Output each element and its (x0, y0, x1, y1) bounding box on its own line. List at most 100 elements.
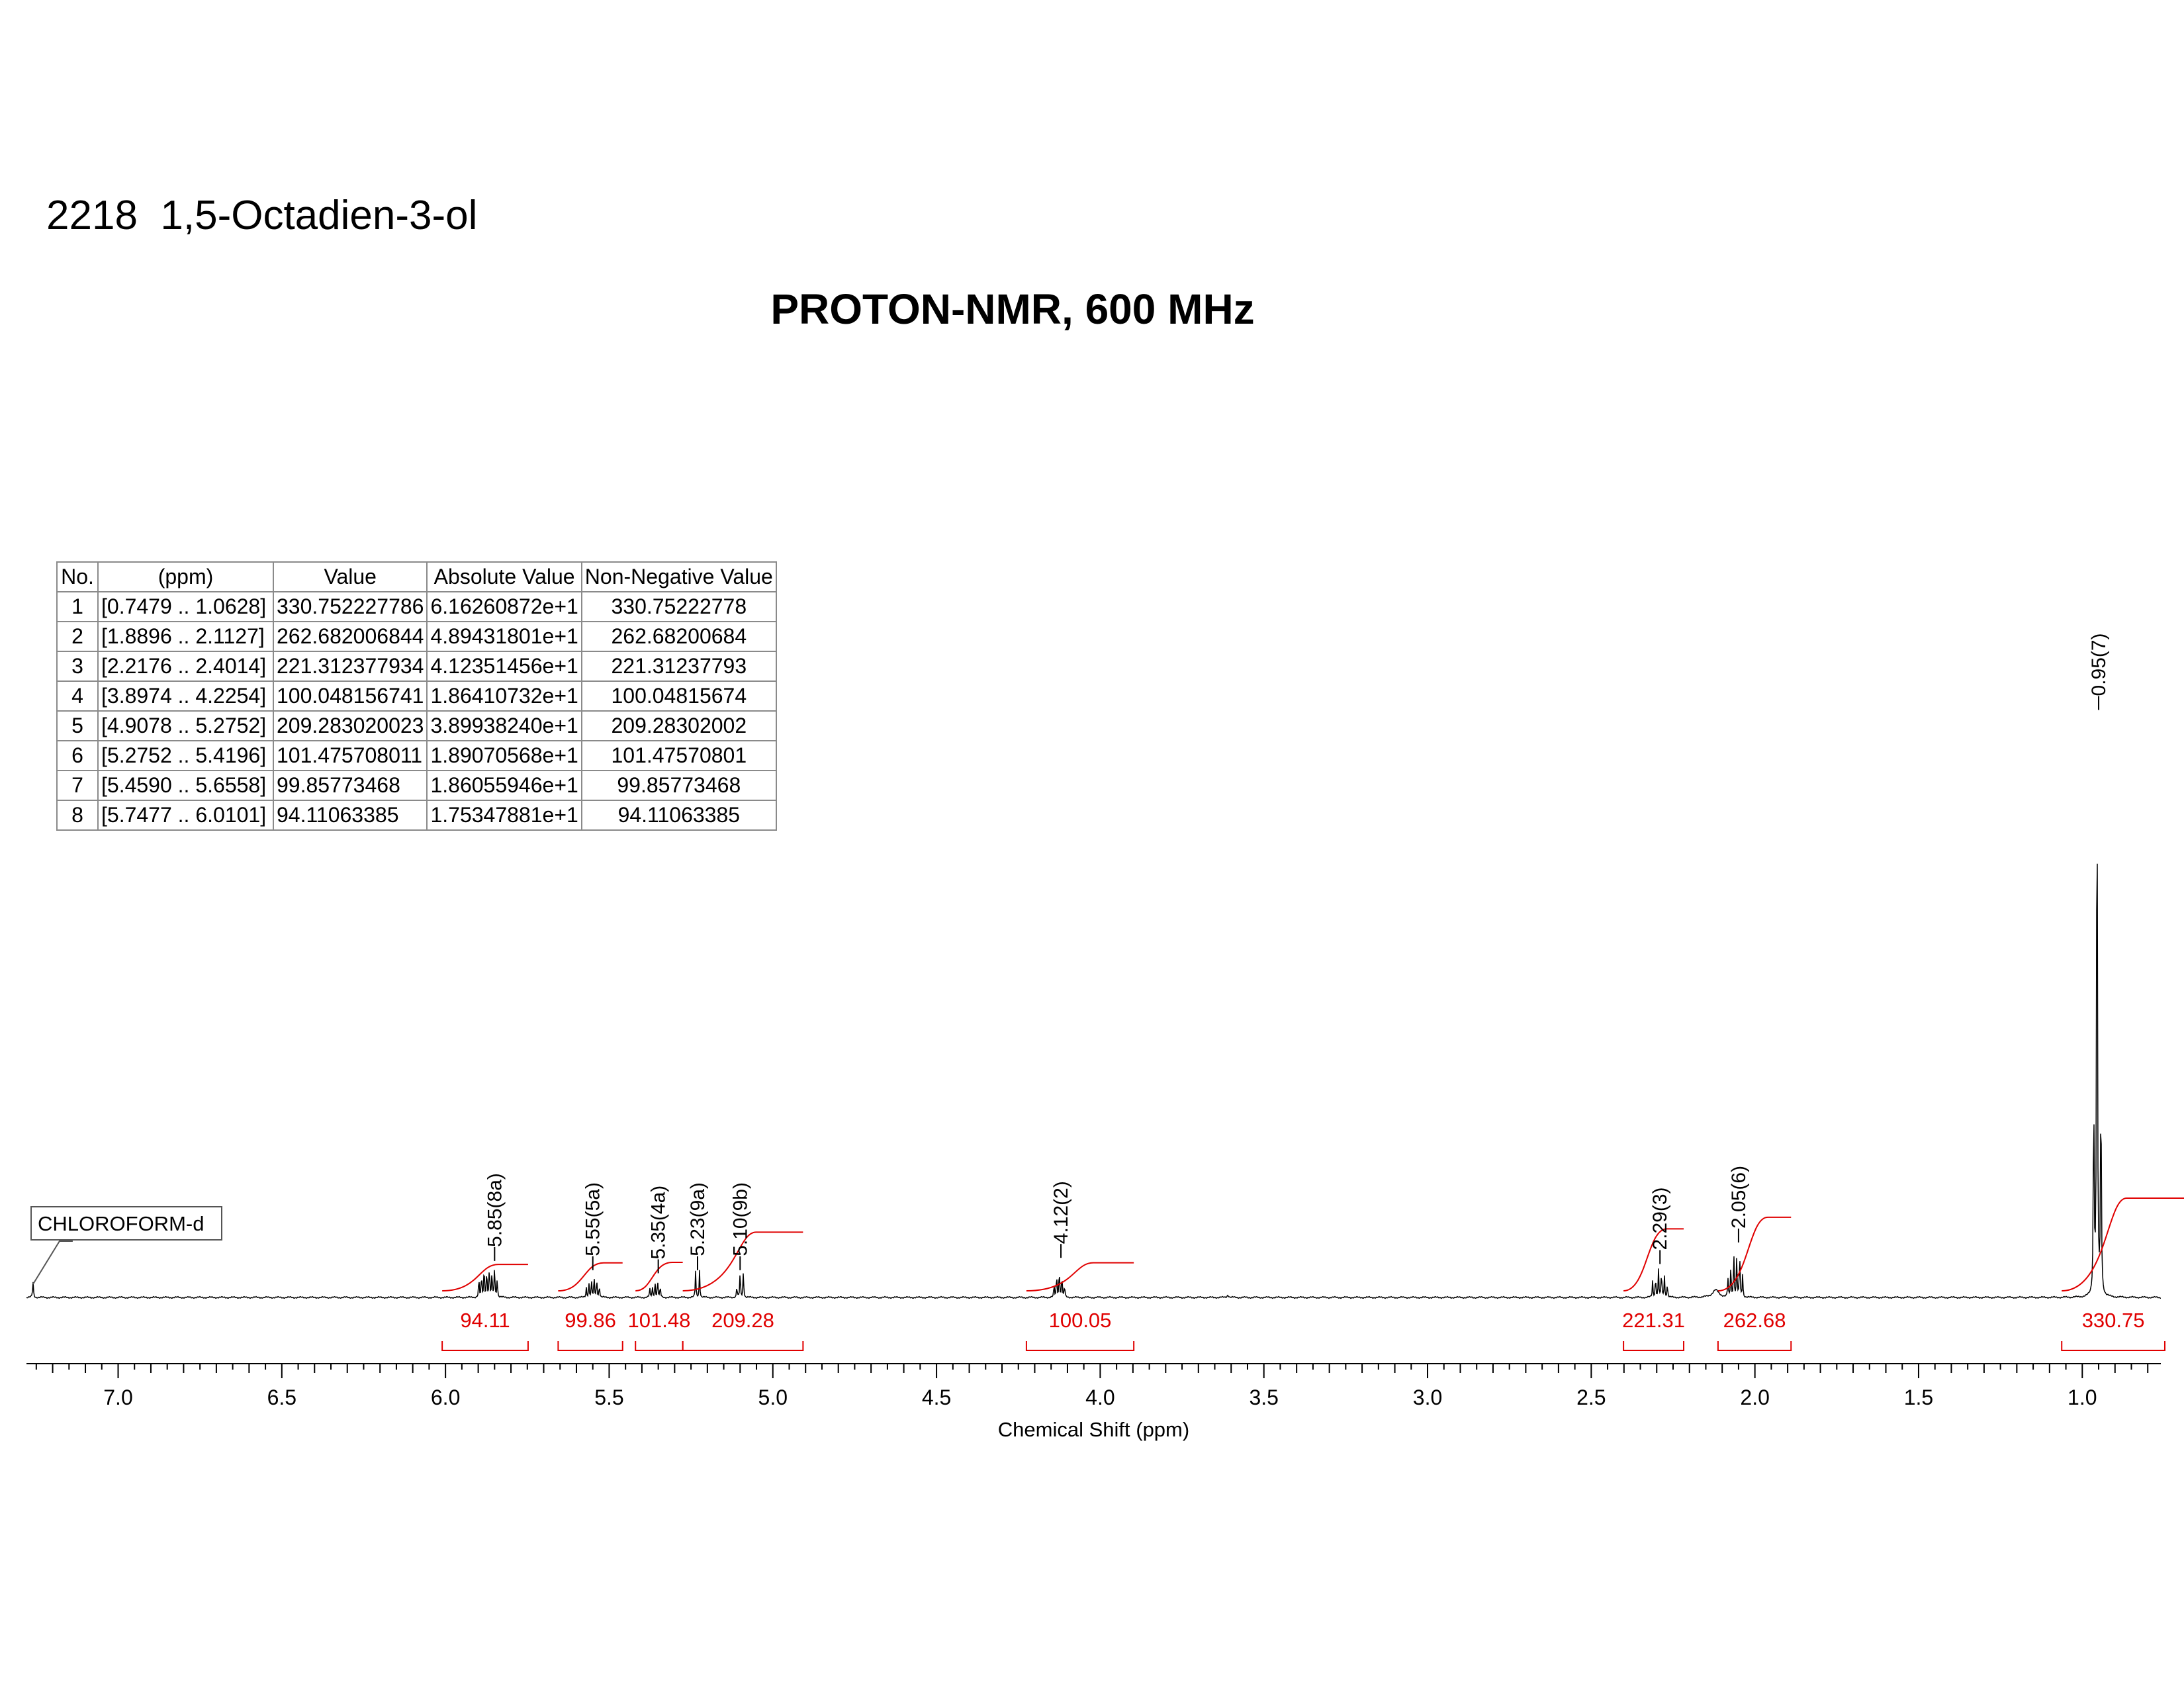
integral-table-body: 1 [0.7479 .. 1.0628] 330.752227786 6.162608… (56, 591, 777, 831)
integral-value-label: 100.05 (1049, 1309, 1112, 1332)
table-cell-value: 94.11063385 (272, 800, 428, 831)
table-cell-absolute-value: 1.75347881e+1 (426, 800, 582, 831)
table-cell-non-negative-value: 262.68200684 (580, 621, 777, 652)
table-cell-ppm: [5.2752 .. 5.4196] (97, 740, 274, 771)
ppm-tick-label: 3.0 (1413, 1385, 1442, 1409)
table-cell-non-negative-value: 100.04815674 (580, 680, 777, 712)
spectrum-title: PROTON-NMR, 600 MHz (770, 285, 1255, 333)
table-cell-ppm: [0.7479 .. 1.0628] (97, 591, 274, 622)
peak-labels-group: 5.85(8a) 5.55(5a) 5.35(4a) 5.23(9a) 5.10(9b)… (484, 633, 2110, 1274)
ppm-tick-label: 6.0 (431, 1385, 460, 1409)
integral-curve (1717, 1216, 1792, 1291)
table-cell-no: 7 (56, 770, 99, 801)
spectrum-trace-group (26, 863, 2161, 1299)
integral-table-row: 7 [5.4590 .. 5.6558] 99.85773468 1.86055946… (56, 770, 777, 801)
table-cell-no: 3 (56, 651, 99, 682)
table-cell-no: 6 (56, 740, 99, 771)
table-cell-ppm: [5.4590 .. 5.6558] (97, 770, 274, 801)
table-cell-value: 209.283020023 (272, 710, 428, 741)
table-cell-value: 100.048156741 (272, 680, 428, 712)
table-header-no: No. (56, 561, 99, 592)
table-cell-ppm: [5.7477 .. 6.0101] (97, 800, 274, 831)
integral-bracket (441, 1341, 529, 1351)
solvent-label: CHLOROFORM-d (38, 1212, 204, 1235)
integral-value-label: 94.11 (460, 1309, 510, 1332)
integral-value-label: 99.86 (565, 1309, 616, 1332)
table-cell-non-negative-value: 101.47570801 (580, 740, 777, 771)
table-cell-no: 2 (56, 621, 99, 652)
integral-value-label: 209.28 (711, 1309, 774, 1332)
peak-label: 5.55(5a) (582, 1182, 604, 1256)
ppm-tick-label: 2.5 (1576, 1385, 1606, 1409)
table-cell-no: 5 (56, 710, 99, 741)
integral-value-label: 330.75 (2082, 1309, 2145, 1332)
integral-table-row: 5 [4.9078 .. 5.2752] 209.283020023 3.899382… (56, 710, 777, 741)
integral-bracket (557, 1341, 623, 1351)
integral-curve (682, 1231, 803, 1291)
table-cell-absolute-value: 1.86410732e+1 (426, 680, 582, 712)
integral-bracket (1623, 1341, 1685, 1351)
ppm-tick-label: 4.5 (922, 1385, 951, 1409)
integral-curve (1026, 1262, 1134, 1291)
integral-curve (1623, 1228, 1684, 1291)
solvent-annotation-group: CHLOROFORM-d (30, 1206, 222, 1285)
ppm-tick-label: 1.0 (2068, 1385, 2097, 1409)
integral-table-header-row: No. (ppm) Value Absolute Value Non-Negat… (56, 561, 777, 592)
integral-value-label: 101.48 (628, 1309, 691, 1332)
integral-curve (635, 1262, 683, 1291)
table-cell-ppm: [3.8974 .. 4.2254] (97, 680, 274, 712)
integral-table-row: 6 [5.2752 .. 5.4196] 101.475708011 1.890705… (56, 740, 777, 771)
ppm-tick-label: 1.5 (1904, 1385, 1933, 1409)
table-cell-absolute-value: 3.89938240e+1 (426, 710, 582, 741)
integral-table: No. (ppm) Value Absolute Value Non-Negat… (56, 561, 777, 831)
integral-table-row: 8 [5.7477 .. 6.0101] 94.11063385 1.75347881… (56, 800, 777, 831)
integral-table-row: 1 [0.7479 .. 1.0628] 330.752227786 6.162608… (56, 591, 777, 622)
table-cell-non-negative-value: 221.31237793 (580, 651, 777, 682)
integral-bracket (2061, 1341, 2165, 1351)
table-cell-non-negative-value: 99.85773468 (580, 770, 777, 801)
table-cell-ppm: [1.8896 .. 2.1127] (97, 621, 274, 652)
peak-label: 2.29(3) (1649, 1187, 1671, 1250)
table-header-non-negative-value: Non-Negative Value (580, 561, 777, 592)
integral-bracket (682, 1341, 804, 1351)
integral-bracket (635, 1341, 684, 1351)
integral-curve (558, 1262, 623, 1291)
table-header-ppm: (ppm) (97, 561, 274, 592)
ppm-tick-label: 4.0 (1085, 1385, 1115, 1409)
table-cell-value: 99.85773468 (272, 770, 428, 801)
ppm-tick-label: 2.0 (1740, 1385, 1769, 1409)
table-cell-non-negative-value: 330.75222778 (580, 591, 777, 622)
integral-labels-group: 94.11 99.86 101.48 209.28 100.05 221.31 262.68… (441, 1309, 2165, 1351)
table-cell-value: 101.475708011 (272, 740, 428, 771)
ppm-tick-label: 5.5 (594, 1385, 623, 1409)
table-cell-value: 330.752227786 (272, 591, 428, 622)
integral-value-label: 262.68 (1723, 1309, 1786, 1332)
integral-curves-group (442, 1197, 2184, 1291)
table-header-absolute-value: Absolute Value (426, 561, 582, 592)
peak-label: 5.23(9a) (687, 1182, 709, 1256)
x-axis-title: Chemical Shift (ppm) (998, 1418, 1189, 1441)
table-cell-no: 1 (56, 591, 99, 622)
integral-table-row: 2 [1.8896 .. 2.1127] 262.682006844 4.894318… (56, 621, 777, 652)
solvent-leader-line (32, 1241, 73, 1285)
solvent-label-box (30, 1206, 222, 1241)
peak-label: 5.10(9b) (729, 1182, 751, 1256)
peak-label: 5.35(4a) (648, 1186, 670, 1260)
spectrum-trace (26, 863, 2161, 1299)
integral-curve (2062, 1197, 2184, 1291)
ppm-tick-label: 7.0 (103, 1385, 132, 1409)
integral-table-row: 3 [2.2176 .. 2.4014] 221.312377934 4.123514… (56, 651, 777, 682)
table-cell-absolute-value: 1.89070568e+1 (426, 740, 582, 771)
table-cell-no: 8 (56, 800, 99, 831)
table-cell-non-negative-value: 209.28302002 (580, 710, 777, 741)
compound-title: 2218 1,5-Octadien-3-ol (46, 193, 478, 238)
table-cell-no: 4 (56, 680, 99, 712)
integral-curve (442, 1264, 528, 1291)
peak-label: 5.85(8a) (484, 1173, 506, 1247)
table-header-value: Value (272, 561, 428, 592)
table-cell-non-negative-value: 94.11063385 (580, 800, 777, 831)
table-cell-absolute-value: 4.12351456e+1 (426, 651, 582, 682)
integral-bracket (1717, 1341, 1792, 1351)
integral-bracket (1025, 1341, 1135, 1351)
ppm-tick-label: 6.5 (267, 1385, 296, 1409)
